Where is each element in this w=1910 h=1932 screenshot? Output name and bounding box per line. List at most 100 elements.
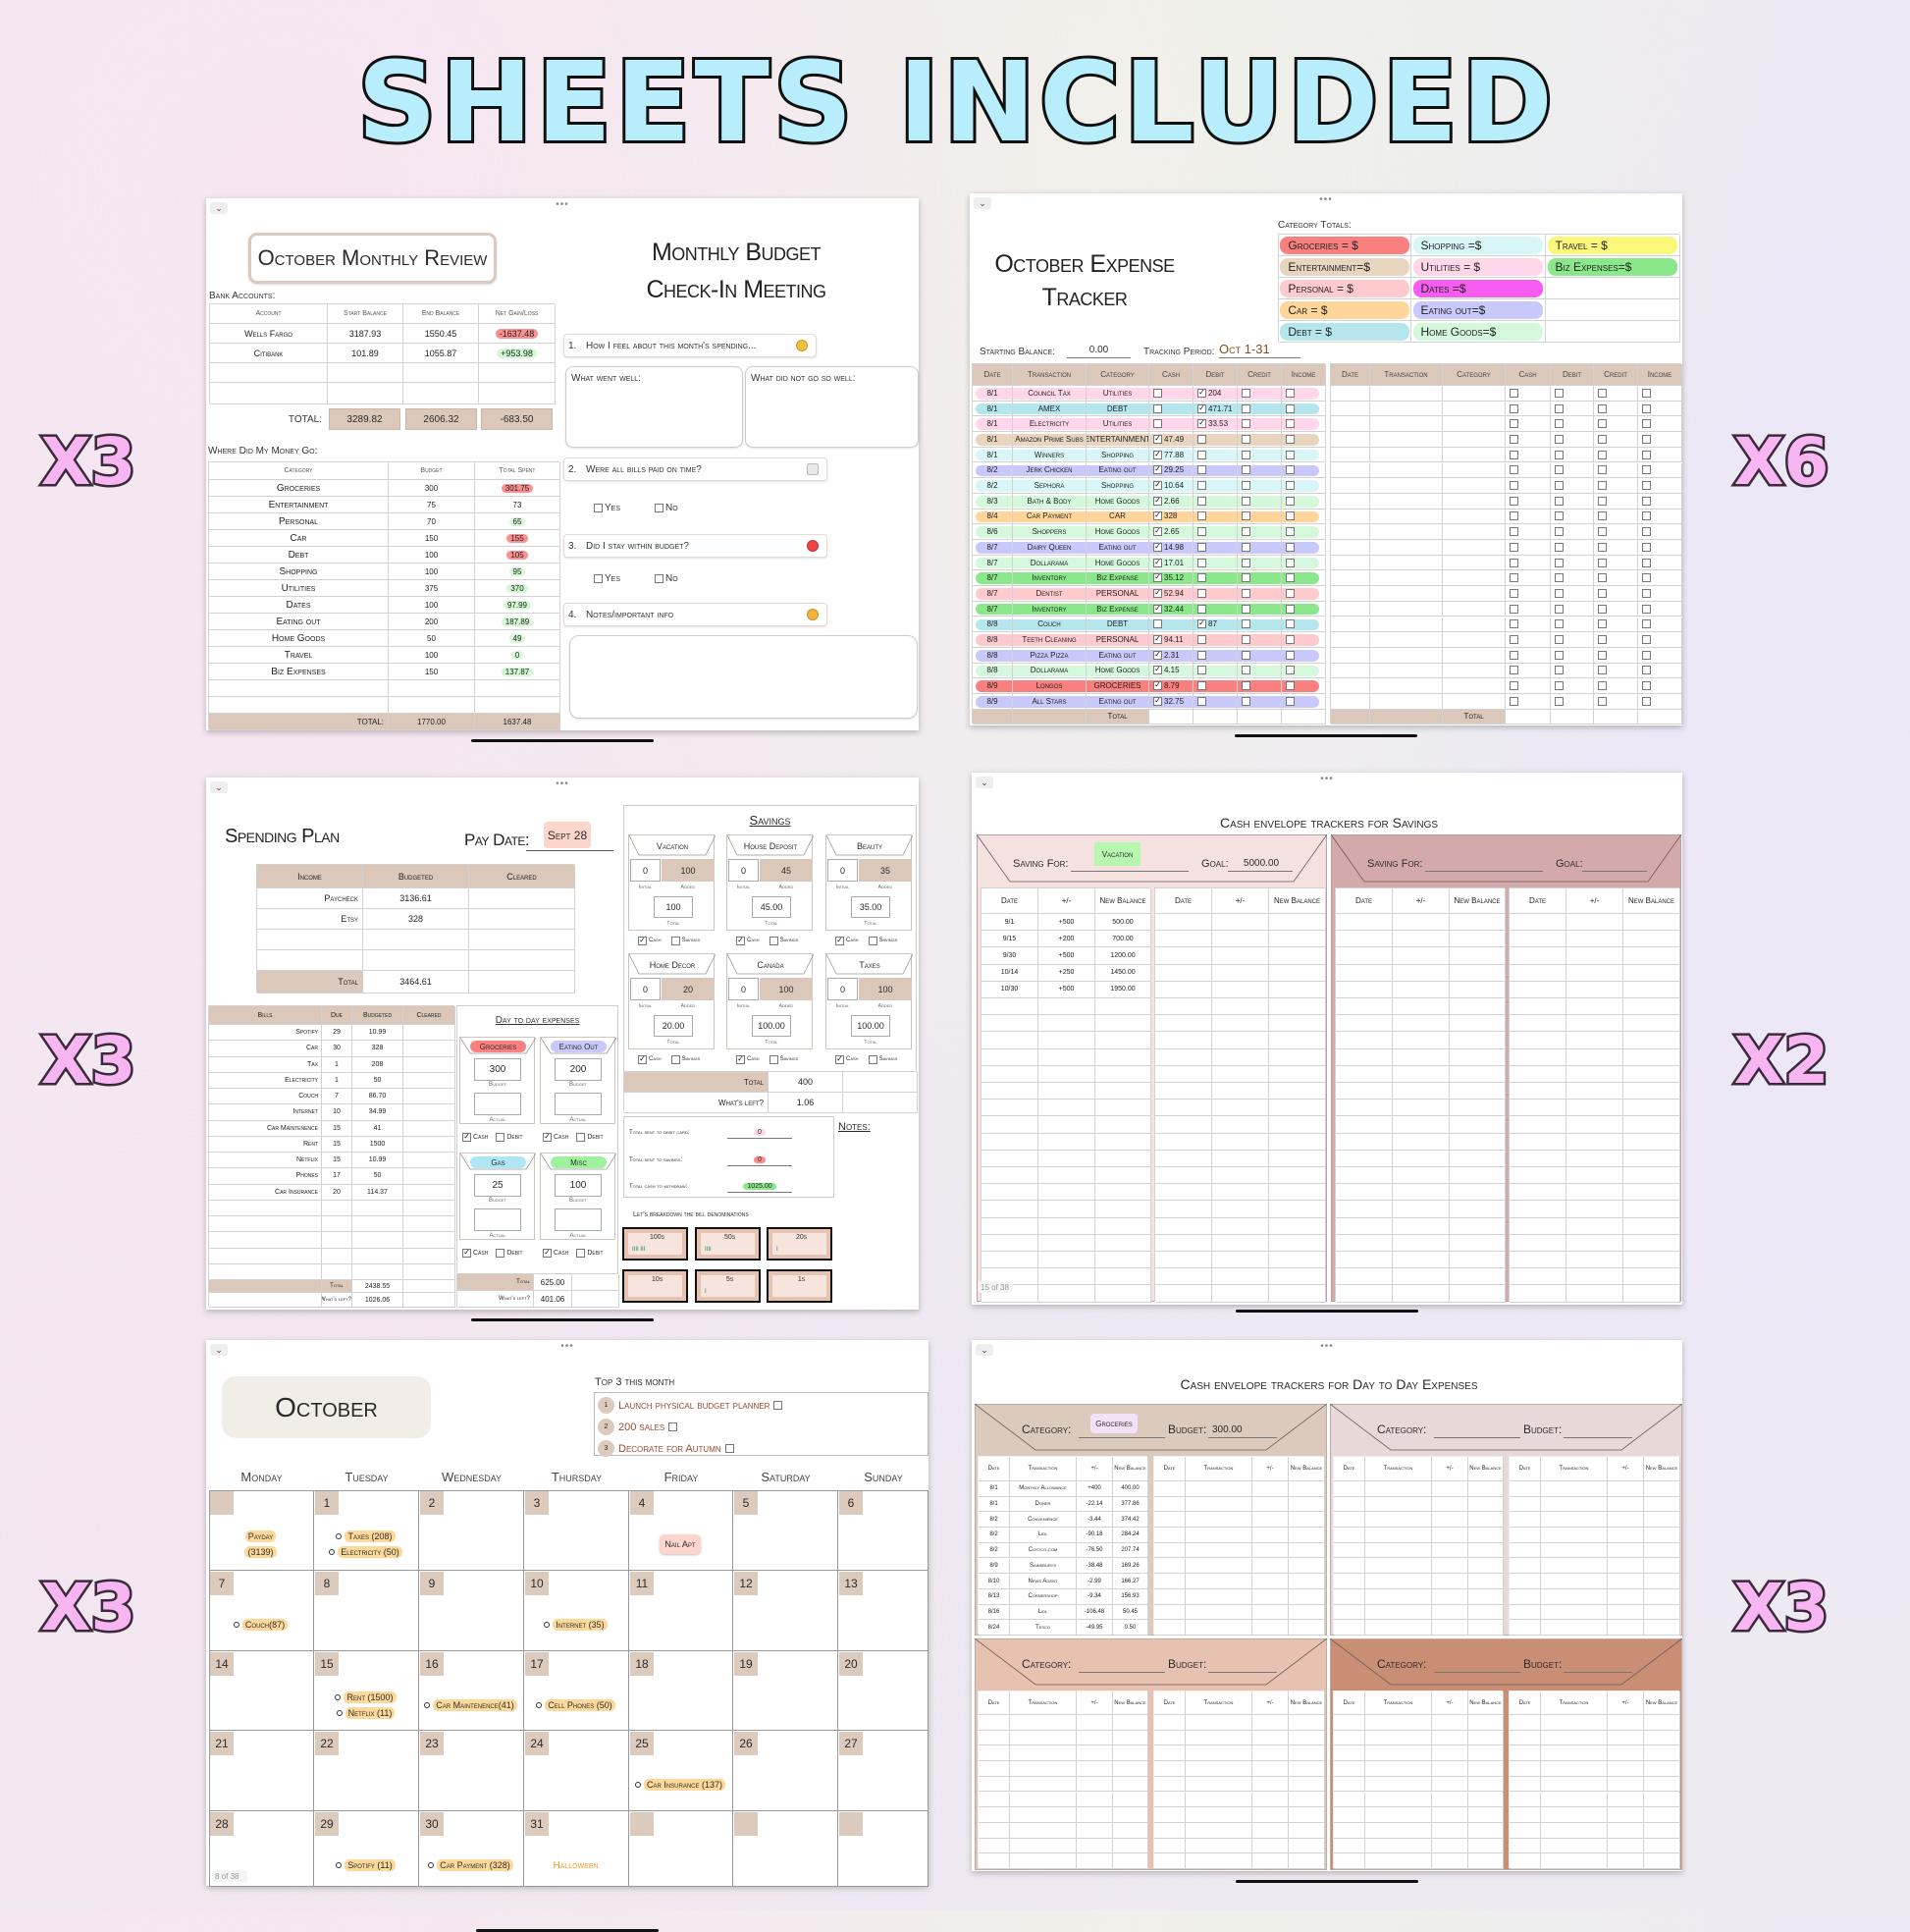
actual-box[interactable]: [474, 1093, 521, 1115]
table-cell[interactable]: [1282, 617, 1326, 633]
table-cell[interactable]: [1238, 678, 1282, 694]
checkbox[interactable]: [1510, 666, 1518, 675]
checkbox[interactable]: [1286, 481, 1295, 491]
more-dots-icon[interactable]: •••: [560, 1340, 574, 1352]
checkbox[interactable]: [1510, 573, 1518, 583]
calendar-event[interactable]: Netflix (11): [336, 1707, 396, 1719]
table-cell[interactable]: [1506, 401, 1551, 417]
checkbox[interactable]: ✓: [736, 935, 745, 945]
table-cell[interactable]: [1238, 493, 1282, 510]
table-cell[interactable]: [1194, 509, 1238, 525]
checkbox[interactable]: [1555, 696, 1564, 706]
table-cell[interactable]: [1638, 432, 1682, 448]
checkbox[interactable]: [1197, 573, 1206, 583]
calendar-day[interactable]: 8: [314, 1571, 419, 1651]
checkbox[interactable]: [1286, 666, 1295, 675]
table-cell[interactable]: [1238, 586, 1282, 602]
table-cell[interactable]: [1194, 524, 1238, 540]
table-cell[interactable]: [1194, 432, 1238, 448]
table-cell[interactable]: [1194, 678, 1238, 694]
table-cell[interactable]: [1638, 509, 1682, 525]
checkbox[interactable]: [1555, 635, 1564, 645]
table-cell[interactable]: [1551, 586, 1594, 602]
checkbox[interactable]: [1642, 635, 1651, 645]
table-cell[interactable]: [1551, 432, 1594, 448]
checkbox[interactable]: [1598, 527, 1607, 537]
calendar-day[interactable]: 11: [629, 1571, 733, 1651]
calendar-event[interactable]: Cell Phones (50): [536, 1699, 615, 1711]
calendar-day[interactable]: 1 Taxes (208) Electricity (50): [314, 1490, 419, 1571]
calendar-day[interactable]: 4 Nail Apt: [629, 1490, 733, 1571]
checkbox[interactable]: ✓: [1153, 495, 1162, 506]
checkbox[interactable]: [1642, 388, 1651, 398]
table-cell[interactable]: [1238, 447, 1282, 463]
table-cell[interactable]: [1551, 386, 1594, 402]
checkbox[interactable]: [1642, 434, 1651, 444]
checkbox[interactable]: ✓: [1153, 665, 1162, 675]
checkbox[interactable]: [1242, 496, 1250, 506]
checkbox[interactable]: [1598, 496, 1607, 506]
calendar-day[interactable]: 5: [733, 1490, 838, 1571]
checkbox[interactable]: [1242, 434, 1250, 444]
more-dots-icon[interactable]: •••: [1320, 773, 1334, 784]
checkbox[interactable]: [1598, 542, 1607, 552]
checkbox[interactable]: [1242, 511, 1250, 521]
table-cell[interactable]: [1506, 632, 1551, 648]
table-cell[interactable]: [1282, 586, 1326, 602]
table-cell[interactable]: [1282, 509, 1326, 525]
checkbox[interactable]: [1197, 666, 1206, 675]
table-cell[interactable]: [1238, 462, 1282, 479]
checkbox[interactable]: [1286, 542, 1295, 552]
table-cell[interactable]: ✓ 8.79: [1149, 678, 1194, 694]
checkbox[interactable]: [1510, 511, 1518, 521]
checkbox[interactable]: [1197, 434, 1206, 444]
checkbox[interactable]: [1153, 403, 1162, 413]
checkbox[interactable]: [1153, 619, 1162, 629]
table-cell[interactable]: [1194, 570, 1238, 587]
calendar-day[interactable]: 20: [838, 1651, 928, 1731]
table-cell[interactable]: [1551, 524, 1594, 540]
calendar-day[interactable]: [629, 1811, 733, 1887]
checkbox[interactable]: ✓: [1153, 572, 1162, 583]
table-cell[interactable]: [1638, 586, 1682, 602]
table-cell[interactable]: [1551, 555, 1594, 571]
checkbox[interactable]: [1242, 542, 1250, 552]
checkbox[interactable]: [1642, 588, 1651, 598]
checkbox[interactable]: ✓: [1153, 449, 1162, 459]
table-cell[interactable]: [1594, 432, 1638, 448]
table-cell[interactable]: [1238, 540, 1282, 556]
checkbox[interactable]: [1555, 666, 1564, 675]
checkbox[interactable]: ✓: [1153, 433, 1162, 444]
calendar-day[interactable]: [838, 1811, 928, 1887]
table-cell[interactable]: ✓ 77.88: [1149, 447, 1194, 463]
checkbox[interactable]: [1153, 388, 1162, 398]
checkbox[interactable]: [1555, 434, 1564, 444]
table-cell[interactable]: [1594, 694, 1638, 710]
table-cell[interactable]: [1638, 601, 1682, 617]
actual-box[interactable]: [555, 1208, 602, 1231]
checkbox[interactable]: [1598, 619, 1607, 629]
table-cell[interactable]: [1551, 694, 1594, 710]
table-cell[interactable]: [1506, 493, 1551, 510]
calendar-day[interactable]: 14: [209, 1651, 314, 1731]
table-cell[interactable]: [1594, 678, 1638, 694]
checkbox[interactable]: [1197, 511, 1206, 521]
table-cell[interactable]: [1551, 447, 1594, 463]
table-cell[interactable]: [1282, 447, 1326, 463]
table-cell[interactable]: [1282, 462, 1326, 479]
checkbox[interactable]: [1197, 496, 1206, 506]
notes-box[interactable]: [569, 635, 918, 719]
more-dots-icon[interactable]: •••: [1320, 1340, 1334, 1352]
checkbox[interactable]: [1598, 465, 1607, 475]
table-cell[interactable]: ✓ 471.71: [1194, 401, 1238, 417]
checkbox[interactable]: [1555, 450, 1564, 459]
calendar-event[interactable]: Car Payment (328): [428, 1859, 513, 1871]
checkbox[interactable]: [1510, 388, 1518, 398]
table-cell[interactable]: [1594, 632, 1638, 648]
table-cell[interactable]: [1638, 462, 1682, 479]
checkbox[interactable]: [1642, 604, 1651, 614]
checkbox[interactable]: [1242, 573, 1250, 583]
table-cell[interactable]: ✓ 328: [1149, 509, 1194, 525]
table-cell[interactable]: [1506, 447, 1551, 463]
checkbox[interactable]: [1642, 558, 1651, 567]
